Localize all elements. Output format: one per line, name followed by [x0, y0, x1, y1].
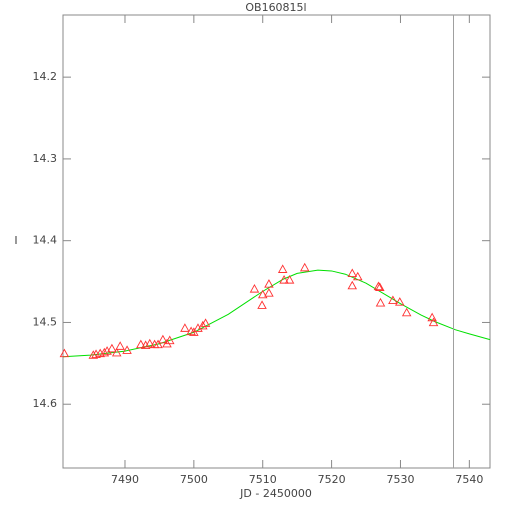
data-point: [107, 343, 117, 353]
data-point: [388, 295, 398, 305]
data-point: [164, 335, 175, 345]
x-tick-label: 7540: [455, 473, 483, 486]
x-tick-label: 7530: [386, 473, 414, 486]
data-point: [257, 300, 267, 309]
y-tick-label: 14.5: [33, 315, 58, 328]
data-point: [136, 339, 146, 349]
data-point: [279, 275, 289, 284]
plot-frame: [62, 14, 491, 469]
y-tick-label: 14.3: [33, 152, 58, 165]
data-point: [284, 275, 295, 284]
data-point: [264, 288, 274, 297]
y-tick-label: 14.4: [33, 234, 58, 247]
data-point: [140, 340, 151, 349]
data-point: [180, 323, 190, 332]
data-point: [375, 282, 385, 291]
data-point: [111, 347, 122, 357]
data-point: [347, 268, 358, 278]
data-point: [375, 297, 386, 307]
y-axis-label: I: [14, 234, 17, 247]
x-tick-label: 7510: [249, 473, 277, 486]
data-point: [299, 262, 310, 272]
data-point: [158, 334, 168, 344]
data-point: [395, 297, 405, 306]
data-point: [122, 345, 132, 354]
chart-title: OB160815l: [245, 1, 306, 14]
data-point: [186, 326, 196, 336]
data-point: [353, 271, 363, 281]
data-point: [277, 264, 288, 273]
data-point: [189, 327, 199, 336]
data-point: [249, 283, 260, 293]
x-tick-label: 7500: [180, 473, 208, 486]
data-point: [145, 338, 155, 348]
x-tick-label: 7490: [111, 473, 139, 486]
data-point: [59, 348, 70, 358]
y-tick-label: 14.6: [33, 397, 58, 410]
data-point: [115, 341, 125, 350]
x-tick-label: 7520: [318, 473, 346, 486]
data-point: [193, 323, 203, 332]
data-point: [347, 280, 358, 290]
data-point: [373, 281, 384, 291]
data-point: [153, 339, 163, 349]
data-point: [428, 317, 439, 327]
y-tick-label: 14.2: [33, 70, 58, 83]
data-point: [99, 347, 110, 357]
data-point: [401, 307, 412, 317]
data-point: [264, 279, 274, 288]
data-point: [88, 350, 99, 359]
data-point: [198, 320, 208, 330]
x-axis-label: JD - 2450000: [239, 487, 312, 500]
data-point: [257, 289, 268, 299]
data-point: [102, 346, 112, 355]
data-point: [200, 318, 211, 327]
